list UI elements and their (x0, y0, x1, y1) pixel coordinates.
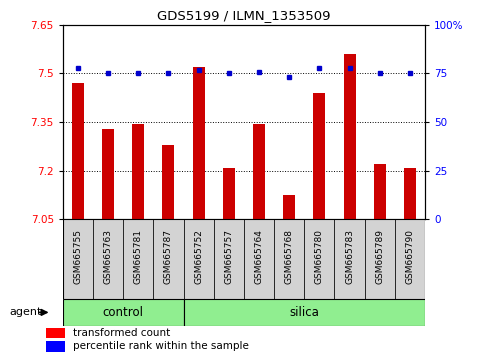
Bar (274, 219, 304, 299)
Bar (374, 164, 386, 219)
Bar (102, 129, 114, 219)
Text: GSM665790: GSM665790 (405, 229, 414, 284)
Text: GSM665787: GSM665787 (164, 229, 173, 284)
Bar (184, 219, 213, 299)
Text: GSM665764: GSM665764 (255, 229, 264, 284)
Bar (304, 219, 334, 299)
Text: GSM665780: GSM665780 (315, 229, 324, 284)
Bar (213, 219, 244, 299)
Bar (63, 299, 184, 326)
Text: percentile rank within the sample: percentile rank within the sample (72, 341, 249, 352)
Bar (283, 195, 295, 219)
Bar (334, 219, 365, 299)
Text: GSM665781: GSM665781 (134, 229, 143, 284)
Bar (162, 145, 174, 219)
Bar (154, 219, 184, 299)
Bar (313, 93, 326, 219)
Bar (365, 219, 395, 299)
Text: GSM665783: GSM665783 (345, 229, 354, 284)
Text: control: control (103, 306, 143, 319)
Bar (46, 341, 65, 352)
Bar (343, 54, 355, 219)
Bar (72, 83, 84, 219)
Bar (404, 167, 416, 219)
Text: GSM665752: GSM665752 (194, 229, 203, 284)
Bar (46, 328, 65, 338)
Text: GSM665763: GSM665763 (103, 229, 113, 284)
Text: transformed count: transformed count (72, 328, 170, 338)
Text: agent: agent (10, 307, 42, 318)
Bar (184, 299, 425, 326)
Bar (223, 167, 235, 219)
Bar (63, 219, 93, 299)
Text: GSM665768: GSM665768 (284, 229, 294, 284)
Bar (132, 124, 144, 219)
Bar (193, 67, 205, 219)
Text: GSM665755: GSM665755 (73, 229, 83, 284)
Bar (244, 219, 274, 299)
Bar (395, 219, 425, 299)
Text: silica: silica (289, 306, 319, 319)
Text: GSM665757: GSM665757 (224, 229, 233, 284)
Title: GDS5199 / ILMN_1353509: GDS5199 / ILMN_1353509 (157, 9, 331, 22)
Bar (253, 124, 265, 219)
Bar (93, 219, 123, 299)
Text: GSM665789: GSM665789 (375, 229, 384, 284)
Bar (123, 219, 154, 299)
